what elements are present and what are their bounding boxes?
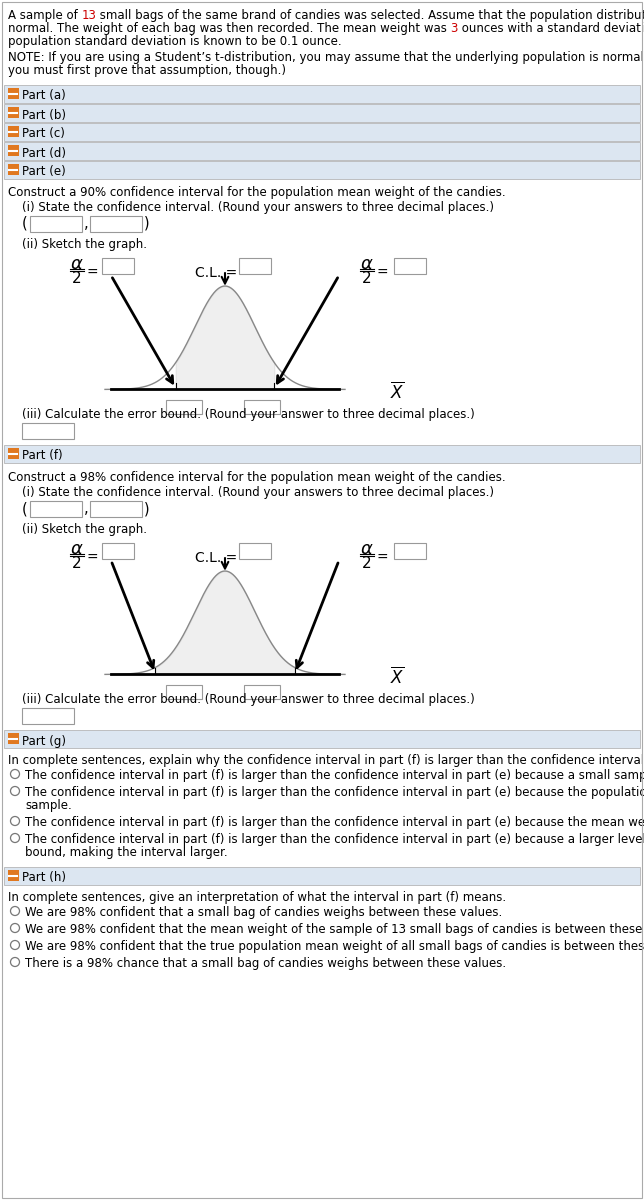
Text: The confidence interval in part (f) is larger than the confidence interval in pa: The confidence interval in part (f) is l… bbox=[25, 786, 644, 799]
Circle shape bbox=[10, 816, 19, 826]
Text: We are 98% confident that the true population mean weight of all small bags of c: We are 98% confident that the true popul… bbox=[25, 940, 644, 953]
Text: There is a 98% chance that a small bag of candies weighs between these values.: There is a 98% chance that a small bag o… bbox=[25, 958, 506, 970]
Text: sample.: sample. bbox=[25, 799, 71, 812]
Circle shape bbox=[10, 769, 19, 779]
Text: ): ) bbox=[144, 216, 149, 230]
Text: =: = bbox=[87, 266, 99, 280]
Text: ,: , bbox=[84, 502, 89, 516]
FancyBboxPatch shape bbox=[4, 161, 640, 179]
Text: =: = bbox=[377, 266, 388, 280]
FancyBboxPatch shape bbox=[8, 733, 19, 744]
Text: normal. The weight of each bag was then recorded. The mean weight was: normal. The weight of each bag was then … bbox=[8, 22, 451, 35]
FancyBboxPatch shape bbox=[8, 145, 19, 156]
Text: Part (c): Part (c) bbox=[22, 127, 65, 140]
FancyBboxPatch shape bbox=[4, 104, 640, 122]
FancyBboxPatch shape bbox=[239, 542, 271, 559]
Text: Construct a 90% confidence interval for the population mean weight of the candie: Construct a 90% confidence interval for … bbox=[8, 186, 506, 199]
FancyBboxPatch shape bbox=[4, 866, 640, 886]
FancyBboxPatch shape bbox=[239, 258, 271, 274]
FancyBboxPatch shape bbox=[394, 258, 426, 274]
Text: The confidence interval in part (f) is larger than the confidence interval in pa: The confidence interval in part (f) is l… bbox=[25, 816, 644, 829]
Text: (iii) Calculate the error bound. (Round your answer to three decimal places.): (iii) Calculate the error bound. (Round … bbox=[22, 408, 475, 421]
Text: Part (f): Part (f) bbox=[22, 450, 62, 462]
Text: 2: 2 bbox=[72, 271, 82, 286]
FancyBboxPatch shape bbox=[22, 422, 74, 439]
FancyBboxPatch shape bbox=[22, 708, 74, 724]
Text: (ii) Sketch the graph.: (ii) Sketch the graph. bbox=[22, 523, 147, 536]
FancyBboxPatch shape bbox=[8, 88, 19, 98]
Circle shape bbox=[10, 906, 19, 916]
Text: We are 98% confident that a small bag of candies weighs between these values.: We are 98% confident that a small bag of… bbox=[25, 906, 502, 919]
Text: $\overline{X}$: $\overline{X}$ bbox=[390, 382, 404, 402]
Text: In complete sentences, give an interpretation of what the interval in part (f) m: In complete sentences, give an interpret… bbox=[8, 890, 506, 904]
FancyBboxPatch shape bbox=[4, 85, 640, 103]
Text: small bags of the same brand of candies was selected. Assume that the population: small bags of the same brand of candies … bbox=[97, 8, 644, 22]
Text: $\alpha$: $\alpha$ bbox=[70, 540, 84, 558]
Circle shape bbox=[10, 786, 19, 796]
Text: (i) State the confidence interval. (Round your answers to three decimal places.): (i) State the confidence interval. (Roun… bbox=[22, 200, 494, 214]
Text: $\alpha$: $\alpha$ bbox=[360, 540, 374, 558]
Text: We are 98% confident that the mean weight of the sample of 13 small bags of cand: We are 98% confident that the mean weigh… bbox=[25, 923, 644, 936]
Text: ounces with a standard deviation of: ounces with a standard deviation of bbox=[458, 22, 644, 35]
Circle shape bbox=[10, 834, 19, 842]
Circle shape bbox=[10, 958, 19, 966]
FancyBboxPatch shape bbox=[8, 870, 19, 881]
FancyBboxPatch shape bbox=[244, 685, 280, 698]
Text: Part (g): Part (g) bbox=[22, 734, 66, 748]
Text: C.L. =: C.L. = bbox=[195, 551, 237, 565]
Text: (ii) Sketch the graph.: (ii) Sketch the graph. bbox=[22, 238, 147, 251]
FancyBboxPatch shape bbox=[102, 258, 134, 274]
FancyBboxPatch shape bbox=[166, 400, 202, 414]
FancyBboxPatch shape bbox=[394, 542, 426, 559]
Text: Construct a 98% confidence interval for the population mean weight of the candie: Construct a 98% confidence interval for … bbox=[8, 470, 506, 484]
Text: The confidence interval in part (f) is larger than the confidence interval in pa: The confidence interval in part (f) is l… bbox=[25, 833, 644, 846]
FancyBboxPatch shape bbox=[30, 216, 82, 232]
Text: (: ( bbox=[22, 216, 28, 230]
FancyBboxPatch shape bbox=[244, 400, 280, 414]
FancyBboxPatch shape bbox=[8, 448, 19, 458]
FancyBboxPatch shape bbox=[90, 216, 142, 232]
Text: ): ) bbox=[144, 502, 149, 516]
Text: 2: 2 bbox=[362, 271, 372, 286]
Text: C.L. =: C.L. = bbox=[195, 266, 237, 280]
Text: bound, making the interval larger.: bound, making the interval larger. bbox=[25, 846, 227, 859]
Text: A sample of: A sample of bbox=[8, 8, 82, 22]
Circle shape bbox=[10, 941, 19, 949]
Text: The confidence interval in part (f) is larger than the confidence interval in pa: The confidence interval in part (f) is l… bbox=[25, 769, 644, 782]
Text: $\overline{X}$: $\overline{X}$ bbox=[390, 666, 404, 688]
Text: (: ( bbox=[22, 502, 28, 516]
FancyBboxPatch shape bbox=[30, 502, 82, 517]
Text: Part (b): Part (b) bbox=[22, 108, 66, 121]
FancyBboxPatch shape bbox=[4, 142, 640, 160]
Text: =: = bbox=[87, 551, 99, 565]
Text: 3: 3 bbox=[451, 22, 458, 35]
FancyBboxPatch shape bbox=[8, 107, 19, 118]
Text: (iii) Calculate the error bound. (Round your answer to three decimal places.): (iii) Calculate the error bound. (Round … bbox=[22, 692, 475, 706]
Text: Part (d): Part (d) bbox=[22, 146, 66, 160]
Text: $\alpha$: $\alpha$ bbox=[360, 254, 374, 272]
FancyBboxPatch shape bbox=[90, 502, 142, 517]
Text: (i) State the confidence interval. (Round your answers to three decimal places.): (i) State the confidence interval. (Roun… bbox=[22, 486, 494, 499]
FancyBboxPatch shape bbox=[4, 122, 640, 140]
Text: 2: 2 bbox=[72, 556, 82, 571]
Text: population standard deviation is known to be 0.1 ounce.: population standard deviation is known t… bbox=[8, 35, 341, 48]
Text: 2: 2 bbox=[362, 556, 372, 571]
Text: =: = bbox=[377, 551, 388, 565]
FancyBboxPatch shape bbox=[8, 126, 19, 137]
FancyBboxPatch shape bbox=[166, 685, 202, 698]
Text: Part (a): Part (a) bbox=[22, 90, 66, 102]
FancyBboxPatch shape bbox=[8, 164, 19, 175]
Text: you must first prove that assumption, though.): you must first prove that assumption, th… bbox=[8, 64, 286, 77]
Circle shape bbox=[10, 924, 19, 932]
Text: Part (e): Part (e) bbox=[22, 166, 66, 179]
Text: 13: 13 bbox=[82, 8, 97, 22]
FancyBboxPatch shape bbox=[102, 542, 134, 559]
Text: NOTE: If you are using a Student’s t-distribution, you may assume that the under: NOTE: If you are using a Student’s t-dis… bbox=[8, 50, 644, 64]
Text: In complete sentences, explain why the confidence interval in part (f) is larger: In complete sentences, explain why the c… bbox=[8, 754, 644, 767]
Text: Part (h): Part (h) bbox=[22, 871, 66, 884]
FancyBboxPatch shape bbox=[4, 730, 640, 748]
Text: $\alpha$: $\alpha$ bbox=[70, 254, 84, 272]
Text: ,: , bbox=[84, 216, 89, 230]
FancyBboxPatch shape bbox=[4, 445, 640, 463]
